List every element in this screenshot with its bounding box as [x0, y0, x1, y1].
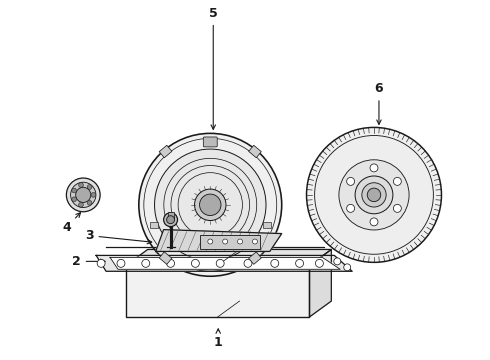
- Circle shape: [370, 218, 378, 226]
- Bar: [168, 212, 173, 220]
- Polygon shape: [248, 145, 261, 158]
- Circle shape: [117, 260, 125, 267]
- Circle shape: [222, 239, 228, 244]
- Circle shape: [307, 127, 441, 262]
- Circle shape: [75, 187, 91, 202]
- Polygon shape: [110, 257, 340, 269]
- Circle shape: [72, 197, 76, 202]
- Circle shape: [192, 260, 199, 267]
- Bar: [263, 222, 270, 228]
- Circle shape: [346, 177, 355, 185]
- Text: 1: 1: [214, 329, 222, 349]
- Circle shape: [216, 260, 224, 267]
- Circle shape: [208, 239, 213, 244]
- Text: 6: 6: [375, 82, 383, 125]
- Circle shape: [87, 185, 92, 189]
- Circle shape: [199, 194, 221, 216]
- Circle shape: [142, 260, 150, 267]
- Circle shape: [393, 204, 401, 212]
- Circle shape: [167, 260, 174, 267]
- Circle shape: [355, 176, 393, 214]
- Text: 2: 2: [72, 255, 105, 268]
- Bar: [200, 235, 260, 249]
- Polygon shape: [126, 265, 310, 317]
- Polygon shape: [159, 252, 172, 264]
- Text: 5: 5: [209, 7, 218, 129]
- Polygon shape: [126, 249, 331, 265]
- Circle shape: [238, 239, 243, 244]
- Circle shape: [244, 260, 252, 267]
- Circle shape: [78, 202, 83, 207]
- Bar: [150, 222, 158, 228]
- Circle shape: [91, 193, 96, 197]
- Circle shape: [393, 177, 401, 185]
- Polygon shape: [96, 255, 352, 271]
- Circle shape: [316, 260, 323, 267]
- Polygon shape: [156, 230, 282, 251]
- Circle shape: [78, 183, 83, 187]
- Circle shape: [139, 133, 282, 276]
- Circle shape: [167, 216, 174, 224]
- Circle shape: [315, 135, 433, 254]
- Polygon shape: [159, 145, 172, 158]
- Circle shape: [334, 258, 341, 265]
- Circle shape: [195, 189, 226, 221]
- Circle shape: [367, 188, 381, 202]
- Circle shape: [66, 178, 100, 212]
- FancyBboxPatch shape: [203, 137, 217, 147]
- Text: 4: 4: [62, 213, 80, 234]
- Circle shape: [346, 204, 355, 212]
- Circle shape: [370, 164, 378, 172]
- Circle shape: [271, 260, 279, 267]
- Text: 3: 3: [85, 229, 152, 244]
- Circle shape: [343, 264, 351, 271]
- Circle shape: [295, 260, 303, 267]
- Circle shape: [154, 149, 266, 261]
- Circle shape: [71, 182, 96, 207]
- Circle shape: [97, 260, 105, 267]
- Polygon shape: [248, 252, 261, 264]
- Circle shape: [339, 160, 409, 230]
- Circle shape: [72, 188, 76, 193]
- Circle shape: [87, 201, 92, 205]
- Circle shape: [362, 183, 386, 207]
- Polygon shape: [310, 249, 331, 317]
- Circle shape: [164, 213, 177, 227]
- Circle shape: [252, 239, 257, 244]
